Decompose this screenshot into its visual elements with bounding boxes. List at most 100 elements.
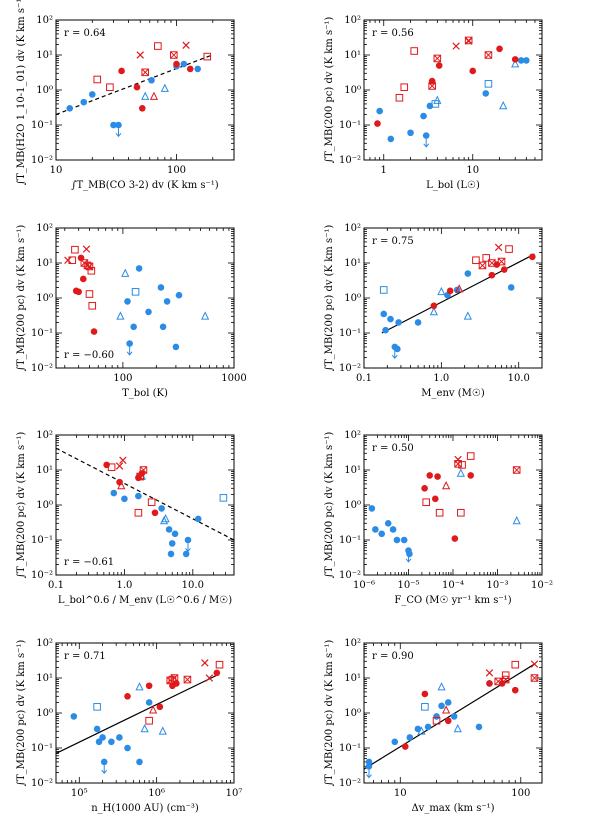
data-point <box>400 536 408 544</box>
data-point <box>482 254 491 262</box>
y-tick-label: 10² <box>36 638 53 649</box>
y-axis-label: ∫T_MB(200 pc) dv (K km s⁻¹) <box>16 432 27 579</box>
data-point <box>494 243 503 252</box>
data-point <box>441 481 451 490</box>
data-point <box>201 311 210 320</box>
y-tick-label: 10¹ <box>344 258 361 269</box>
data-point <box>175 291 183 299</box>
data-point <box>391 738 399 746</box>
data-point <box>93 75 102 84</box>
x-tick-label: 10⁶ <box>148 788 165 799</box>
data-point <box>121 495 128 503</box>
data-point <box>368 505 376 512</box>
data-point <box>145 716 153 725</box>
scatter-panel-7: 10⁵ 10⁶ 10⁷ 10⁻² 10⁻¹ 10⁰ 10¹ 10² n_H(1000 AU) (… <box>16 638 242 814</box>
scatter-panel-8: 10 100 10⁻² 10⁻¹ 10⁰ 10¹ 10² Δv_max (km s⁻¹) ∫T_… <box>324 638 543 814</box>
data-point <box>444 717 452 725</box>
data-point <box>417 726 426 735</box>
data-point <box>507 284 515 291</box>
data-point <box>115 462 124 470</box>
data-point <box>141 68 150 77</box>
y-tick-label: 10⁻¹ <box>339 328 361 339</box>
data-point <box>517 57 525 64</box>
data-point <box>430 302 438 310</box>
data-point <box>145 699 153 706</box>
data-point <box>401 743 409 750</box>
data-point <box>365 758 373 766</box>
data-point <box>139 466 148 474</box>
data-point <box>135 492 142 500</box>
data-point <box>475 723 483 731</box>
data-point <box>88 91 96 98</box>
data-point <box>407 129 414 137</box>
correlation-label: r = 0.56 <box>372 28 414 39</box>
data-point <box>451 535 459 542</box>
data-point <box>505 245 513 253</box>
data-point <box>165 526 173 533</box>
data-point <box>160 83 169 92</box>
data-point <box>99 734 106 741</box>
data-point <box>173 60 180 68</box>
data-point <box>126 340 133 347</box>
data-point <box>79 275 87 283</box>
data-point <box>380 310 388 318</box>
data-point <box>444 699 452 706</box>
data-point <box>511 686 519 694</box>
correlation-label: r = 0.71 <box>64 651 106 662</box>
data-point <box>454 460 462 468</box>
y-tick-label: 10⁻² <box>339 778 361 789</box>
data-point <box>203 52 212 61</box>
data-point <box>159 323 167 331</box>
data-point <box>484 51 493 59</box>
y-tick-label: 10⁻¹ <box>31 120 53 131</box>
x-axis-label: L_bol^0.6 / M_env (L☉^0.6 / M☉) <box>58 595 232 606</box>
y-tick-label: 10² <box>344 15 361 26</box>
data-point <box>194 65 202 73</box>
data-point <box>138 105 146 112</box>
data-point <box>121 268 130 277</box>
data-point <box>421 690 429 698</box>
data-point <box>103 461 110 469</box>
x-tick-label: 100 <box>511 788 530 799</box>
data-point <box>452 42 460 50</box>
y-tick-label: 10⁰ <box>344 708 361 719</box>
y-axis-label: ∫T_MB(200 pc) dv (K km s⁻¹) <box>324 17 335 164</box>
data-point <box>171 530 179 538</box>
y-tick-label: 10¹ <box>36 673 53 684</box>
y-tick-label: 10¹ <box>344 673 361 684</box>
data-point <box>422 498 431 507</box>
data-point <box>215 660 224 669</box>
data-point <box>379 286 388 294</box>
y-tick-label: 10⁻² <box>339 363 361 374</box>
scatter-panel-3: 100 1000 10⁻² 10⁻¹ 10⁰ 10¹ 10² T_bol (K) ∫T_MB(2… <box>16 223 247 399</box>
data-point <box>434 473 441 480</box>
data-point <box>163 298 171 305</box>
data-point <box>394 345 401 353</box>
y-tick-label: 10⁻¹ <box>339 120 361 131</box>
data-point <box>106 83 114 92</box>
data-point <box>68 256 77 265</box>
data-point <box>450 713 458 720</box>
data-point <box>484 80 493 88</box>
y-tick-label: 10¹ <box>344 465 361 476</box>
correlation-label: r = 0.64 <box>64 28 106 39</box>
data-point <box>372 526 379 533</box>
data-point <box>478 261 487 270</box>
x-tick-label: 10⁻⁴ <box>442 580 464 591</box>
y-tick-label: 10⁻² <box>31 155 53 166</box>
data-point <box>133 83 141 91</box>
data-point <box>87 266 96 275</box>
correlation-label: r = 0.50 <box>372 443 414 454</box>
x-tick-label: 10.0 <box>182 580 204 591</box>
x-tick-label: 0.1 <box>356 373 372 384</box>
fit-line <box>56 674 218 754</box>
data-point <box>93 703 101 711</box>
data-point <box>85 262 94 271</box>
data-point <box>420 112 427 120</box>
data-point <box>135 265 143 272</box>
data-point <box>382 326 389 334</box>
y-tick-label: 10⁰ <box>344 293 361 304</box>
x-tick-label: 10 <box>50 165 63 176</box>
data-point <box>494 677 503 686</box>
x-tick-label: 0.1 <box>48 580 64 591</box>
